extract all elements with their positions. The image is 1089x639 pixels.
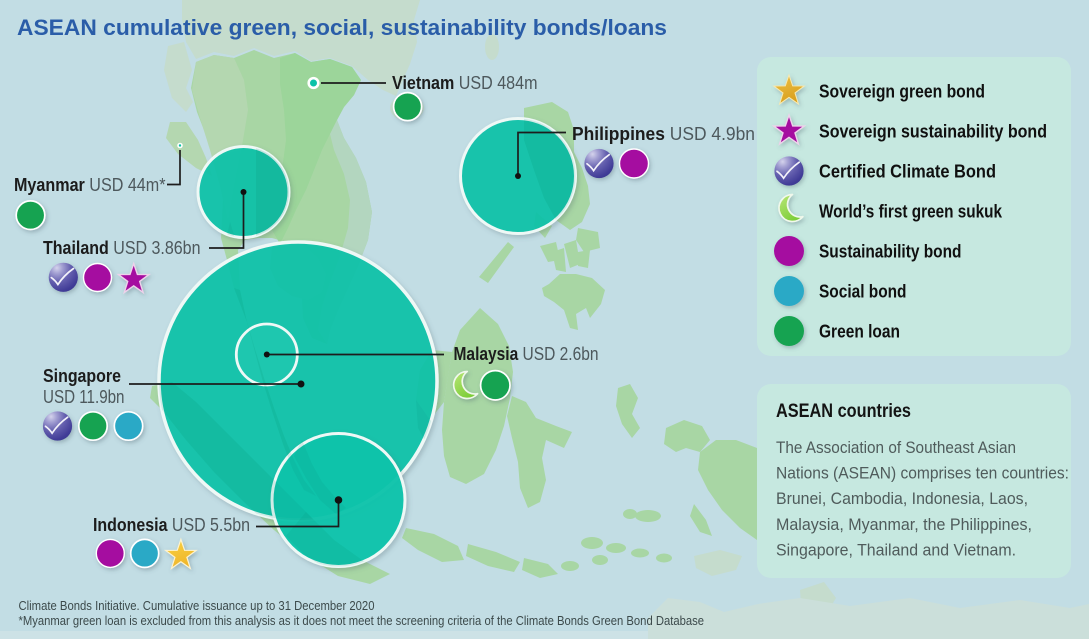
- svg-text:Certified Climate Bond: Certified Climate Bond: [819, 162, 996, 182]
- svg-text:Thailand USD 3.86bn: Thailand USD 3.86bn: [43, 237, 201, 258]
- svg-text:Singapore: Singapore: [43, 365, 121, 386]
- svg-text:Sovereign sustainability bond: Sovereign sustainability bond: [819, 122, 1047, 142]
- svg-text:Brunei, Cambodia, Indonesia, L: Brunei, Cambodia, Indonesia, Laos,: [776, 490, 1028, 508]
- svg-text:USD 11.9bn: USD 11.9bn: [43, 386, 125, 407]
- svg-text:World’s first green sukuk: World’s first green sukuk: [819, 202, 1003, 222]
- svg-text:ASEAN cumulative green, social: ASEAN cumulative green, social, sustaina…: [17, 15, 667, 40]
- svg-text:Sovereign green bond: Sovereign green bond: [819, 82, 985, 102]
- svg-text:Climate Bonds Initiative. Cumu: Climate Bonds Initiative. Cumulative iss…: [19, 599, 375, 613]
- svg-text:Nations (ASEAN) comprises ten: Nations (ASEAN) comprises ten countries:: [776, 465, 1069, 483]
- svg-text:ASEAN countries: ASEAN countries: [776, 400, 911, 422]
- svg-text:Vietnam USD 484m: Vietnam USD 484m: [392, 72, 538, 93]
- svg-text:Malaysia USD 2.6bn: Malaysia USD 2.6bn: [454, 343, 599, 364]
- svg-text:Indonesia USD 5.5bn: Indonesia USD 5.5bn: [93, 514, 250, 535]
- svg-text:Philippines USD 4.9bn: Philippines USD 4.9bn: [572, 123, 755, 144]
- svg-text:The Association of Southeast A: The Association of Southeast Asian: [776, 439, 1016, 457]
- svg-text:Sustainability bond: Sustainability bond: [819, 242, 962, 262]
- svg-text:Myanmar USD 44m*: Myanmar USD 44m*: [14, 174, 166, 195]
- svg-text:*Myanmar green loan is exclude: *Myanmar green loan is excluded from thi…: [19, 614, 705, 628]
- svg-text:Singapore, Thailand and Vietna: Singapore, Thailand and Vietnam.: [776, 541, 1016, 559]
- svg-text:Malaysia, Myanmar, the Philipp: Malaysia, Myanmar, the Philippines,: [776, 516, 1032, 534]
- svg-text:Green loan: Green loan: [819, 322, 900, 342]
- svg-text:Social bond: Social bond: [819, 282, 907, 302]
